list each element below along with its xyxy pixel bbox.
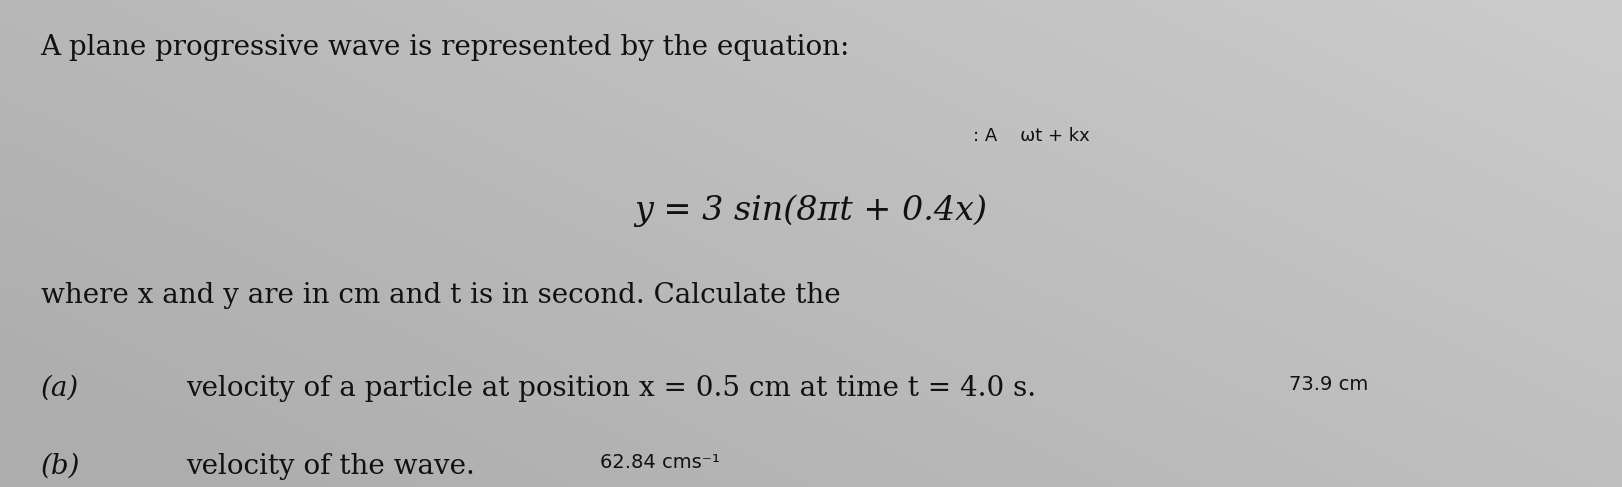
Text: velocity of the wave.: velocity of the wave. [187,453,475,480]
Text: A plane progressive wave is represented by the equation:: A plane progressive wave is represented … [41,34,850,61]
Text: (a): (a) [41,375,79,402]
Text: : A    ωt + kx: : A ωt + kx [973,127,1090,145]
Text: y = 3 sin(8πt + 0.4x): y = 3 sin(8πt + 0.4x) [634,195,988,227]
Text: 62.84 cms⁻¹: 62.84 cms⁻¹ [600,453,720,472]
Text: velocity of a particle at position x = 0.5 cm at time t = 4.0 s.: velocity of a particle at position x = 0… [187,375,1036,402]
Text: (b): (b) [41,453,79,480]
Text: 73.9 cm: 73.9 cm [1289,375,1369,394]
Text: where x and y are in cm and t is in second. Calculate the: where x and y are in cm and t is in seco… [41,282,840,309]
